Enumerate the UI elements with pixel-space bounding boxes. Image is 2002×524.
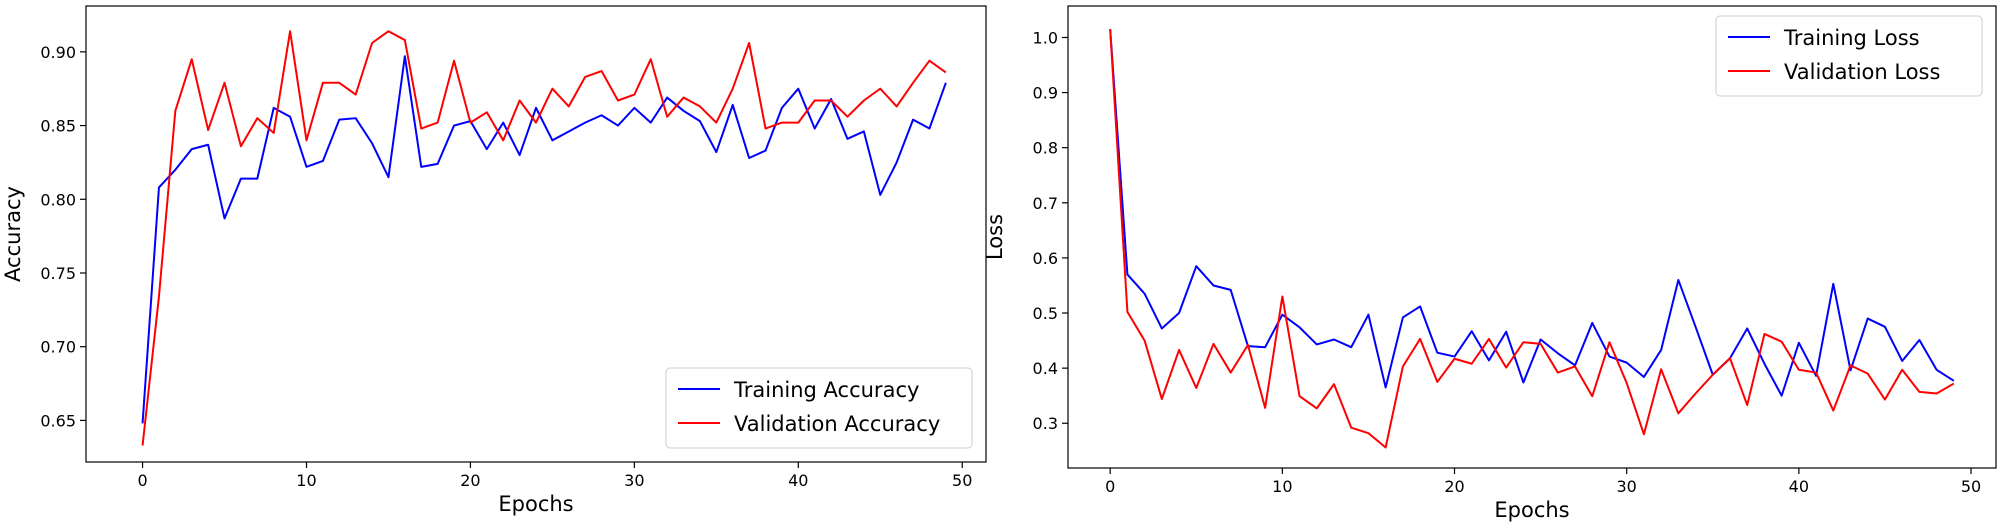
accuracy-y-tick-label: 0.80 xyxy=(40,190,76,209)
accuracy-x-tick-label: 0 xyxy=(137,471,147,490)
accuracy-series-line-validation xyxy=(141,30,947,446)
loss-legend-label-training: Training Loss xyxy=(1783,26,1920,50)
accuracy-y-tick-label: 0.75 xyxy=(40,264,76,283)
loss-x-tick-label: 20 xyxy=(1444,477,1464,496)
accuracy-y-tick-label: 0.85 xyxy=(40,117,76,136)
loss-legend-box xyxy=(1715,15,1983,97)
accuracy-y-tick-label: 0.65 xyxy=(40,411,76,430)
loss-x-tick-label: 0 xyxy=(1105,477,1115,496)
loss-y-tick-label: 0.4 xyxy=(1033,359,1058,378)
loss-y-axis-label: Loss xyxy=(983,214,1007,260)
accuracy-legend: Training Accuracy Validation Accuracy xyxy=(665,367,973,449)
accuracy-x-tick-label: 40 xyxy=(788,471,808,490)
loss-x-tick-label: 50 xyxy=(1961,477,1981,496)
loss-y-tick-label: 0.3 xyxy=(1033,414,1058,433)
accuracy-y-axis-label: Accuracy xyxy=(1,186,25,282)
loss-legend: Training Loss Validation Loss xyxy=(1715,15,1983,97)
loss-x-tick-label: 40 xyxy=(1789,477,1809,496)
accuracy-y-tick-label: 0.70 xyxy=(40,338,76,357)
loss-y-tick-label: 0.6 xyxy=(1033,249,1058,268)
loss-y-ticks: 0.3 0.4 0.5 0.6 0.7 0.8 0.9 1.0 xyxy=(1033,28,1068,433)
accuracy-x-axis-label: Epochs xyxy=(498,492,573,516)
accuracy-x-tick-label: 10 xyxy=(296,471,316,490)
accuracy-legend-label-validation: Validation Accuracy xyxy=(734,412,940,436)
loss-x-axis-label: Epochs xyxy=(1494,498,1569,522)
loss-x-tick-label: 10 xyxy=(1272,477,1292,496)
accuracy-legend-label-training: Training Accuracy xyxy=(733,378,919,402)
accuracy-y-tick-label: 0.90 xyxy=(40,43,76,62)
loss-lines xyxy=(1109,29,1955,449)
loss-series-line-validation xyxy=(1109,29,1955,449)
accuracy-x-ticks: 0 10 20 30 40 50 xyxy=(137,462,972,490)
accuracy-series-line-training xyxy=(141,55,947,424)
accuracy-x-tick-label: 50 xyxy=(952,471,972,490)
loss-series-line-training xyxy=(1109,29,1955,397)
loss-x-ticks: 0 10 20 30 40 50 xyxy=(1105,468,1981,496)
loss-legend-label-validation: Validation Loss xyxy=(1784,60,1940,84)
loss-x-tick-label: 30 xyxy=(1617,477,1637,496)
loss-y-tick-label: 0.5 xyxy=(1033,304,1058,323)
accuracy-chart: 0 10 20 30 40 50 0.65 0.70 0.75 0.80 0.85 0.90 Epo… xyxy=(1,5,987,516)
accuracy-x-tick-label: 20 xyxy=(460,471,480,490)
accuracy-y-ticks: 0.65 0.70 0.75 0.80 0.85 0.90 xyxy=(40,43,86,430)
accuracy-plot-frame xyxy=(85,5,987,463)
loss-plot-frame xyxy=(1067,5,1997,469)
accuracy-x-tick-label: 30 xyxy=(624,471,644,490)
accuracy-legend-box xyxy=(665,367,973,449)
loss-chart: 0 10 20 30 40 50 0.3 0.4 0.5 0.6 0.7 0.8 0.9 1.0 Epo… xyxy=(983,5,1997,522)
loss-y-tick-label: 1.0 xyxy=(1033,28,1058,47)
loss-y-tick-label: 0.8 xyxy=(1033,139,1058,158)
loss-y-tick-label: 0.9 xyxy=(1033,84,1058,103)
accuracy-lines xyxy=(141,30,947,446)
loss-y-tick-label: 0.7 xyxy=(1033,194,1058,213)
